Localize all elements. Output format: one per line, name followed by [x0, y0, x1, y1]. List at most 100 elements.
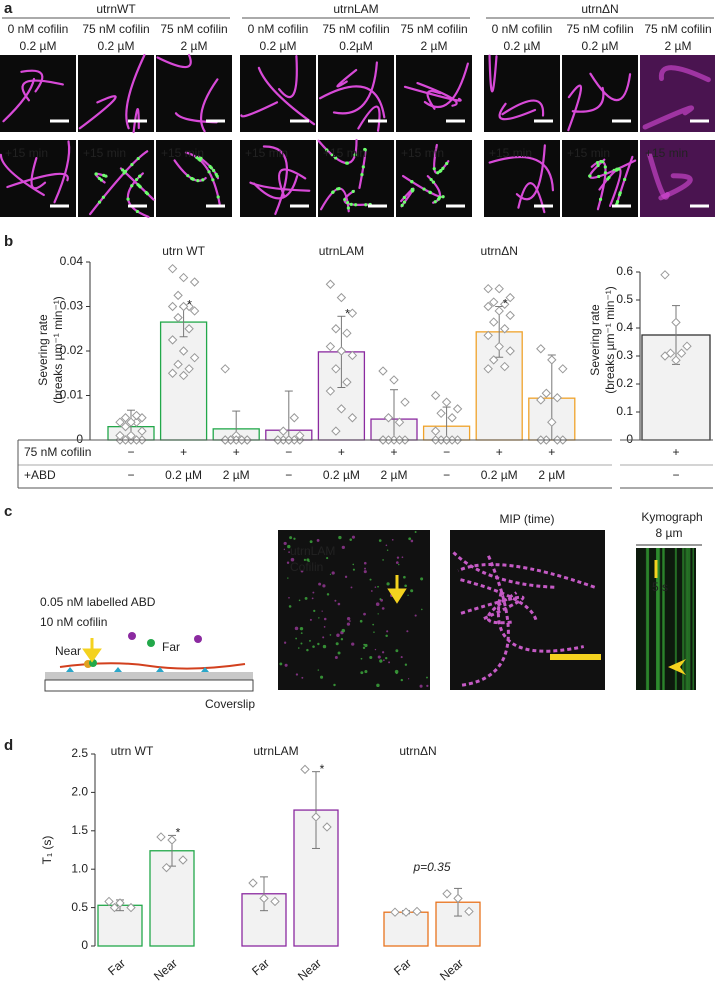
speck — [283, 548, 286, 551]
cofilin-spot — [588, 174, 592, 178]
speck — [370, 590, 373, 592]
speck — [340, 638, 344, 641]
data-point — [189, 352, 200, 363]
y-tick-label: 0.03 — [60, 299, 84, 313]
speck — [287, 544, 291, 549]
data-point — [536, 395, 546, 405]
micrograph — [78, 140, 154, 217]
speck — [312, 645, 315, 648]
speck — [374, 586, 377, 588]
speck — [360, 671, 364, 675]
speck — [426, 684, 429, 688]
data-point — [505, 310, 515, 321]
filament — [567, 84, 583, 132]
filament — [262, 145, 289, 216]
data-point — [483, 364, 493, 374]
y-tick-label: 0.4 — [616, 320, 633, 334]
cofilin-spot — [335, 187, 340, 191]
speck — [346, 616, 351, 621]
data-point — [167, 301, 178, 312]
timepoint-label: +15 min — [567, 146, 610, 160]
data-point — [115, 417, 125, 427]
data-point — [401, 907, 411, 917]
speck — [317, 642, 320, 646]
speck — [290, 557, 295, 562]
speck — [294, 626, 299, 631]
data-point — [189, 277, 200, 287]
filament — [357, 105, 381, 132]
speck — [295, 673, 299, 676]
timepoint-label: +15 min — [83, 146, 126, 160]
y-tick-label: 2.0 — [71, 785, 88, 799]
speck — [410, 589, 414, 593]
data-point — [536, 344, 546, 354]
data-point — [331, 324, 341, 334]
cofilin-spot — [363, 147, 367, 152]
speck — [379, 659, 383, 663]
bar — [383, 911, 429, 947]
condition-label: 75 nM cofilin — [400, 22, 467, 36]
arrow — [82, 638, 102, 663]
data-point — [347, 350, 358, 361]
data-point — [167, 263, 178, 274]
data-point — [325, 279, 336, 289]
speck — [334, 599, 337, 602]
speck — [351, 535, 356, 539]
data-point — [676, 348, 687, 358]
cofilin-spot — [195, 156, 199, 160]
speck — [300, 642, 303, 645]
condition-label: 0 nM cofilin — [8, 22, 69, 36]
speck — [309, 540, 313, 544]
cofilin-spot — [216, 195, 220, 199]
speck — [321, 610, 323, 612]
speck — [279, 662, 283, 666]
condition-label: 2 µM — [421, 39, 448, 53]
data-point — [300, 764, 310, 775]
data-point — [336, 404, 347, 414]
data-point — [115, 898, 125, 908]
table-cell: − — [285, 445, 292, 459]
condition-label: 0.2µM — [339, 39, 373, 53]
cofilin-spot — [438, 169, 442, 173]
data-point — [126, 417, 136, 427]
table-cell: 0.2 µM — [323, 468, 360, 482]
speck — [297, 647, 300, 649]
filament — [433, 143, 450, 174]
data-point — [336, 346, 347, 356]
speck — [377, 655, 381, 659]
group-label: utrnΔN — [481, 244, 518, 258]
table-cell: + — [548, 445, 555, 459]
speck — [377, 613, 379, 615]
data-point — [311, 812, 321, 822]
filament — [488, 54, 498, 93]
cofilin-spot — [121, 168, 125, 172]
y-tick-label: 0.04 — [60, 254, 84, 268]
speck — [303, 558, 307, 562]
data-point — [494, 341, 504, 352]
filament — [240, 101, 279, 118]
speck — [298, 599, 301, 602]
data-point — [184, 364, 194, 374]
filament — [416, 81, 458, 107]
speck — [288, 551, 290, 553]
image-label: Kymograph — [641, 510, 702, 524]
cofilin-spot — [130, 184, 134, 188]
cofilin-spot — [595, 160, 600, 165]
data-point — [120, 413, 131, 423]
cofilin-spot — [136, 183, 140, 187]
cofilin-spot — [606, 177, 610, 181]
cofilin-spot — [126, 197, 130, 201]
y-tick-label: 0.3 — [616, 348, 633, 362]
cofilin-spot — [360, 173, 364, 177]
speck — [288, 605, 292, 608]
significance-star: * — [320, 762, 325, 776]
cofilin-spot — [428, 190, 433, 195]
timepoint-label: +15 min — [645, 146, 688, 160]
data-point — [494, 283, 504, 294]
data-point — [483, 283, 493, 294]
speck — [394, 669, 399, 674]
filament — [460, 595, 525, 621]
x-tick-label: Near — [295, 956, 324, 981]
filament — [125, 53, 146, 130]
